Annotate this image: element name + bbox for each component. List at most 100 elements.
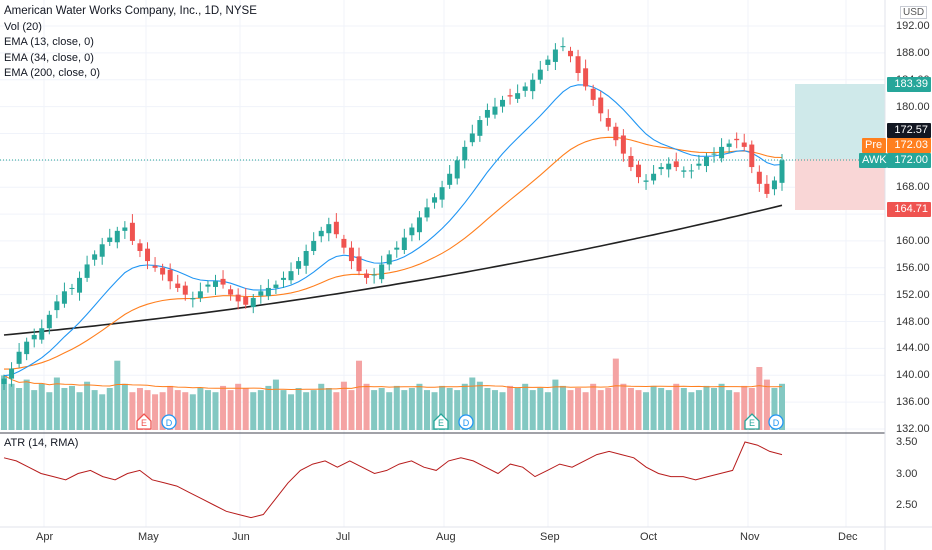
candle [273,284,279,288]
candle [145,248,151,262]
earnings-marker[interactable]: E [433,413,449,430]
currency-label[interactable]: USD [900,6,928,19]
indicator-ema200[interactable]: EMA (200, close, 0) [4,67,100,79]
volume-bar [537,388,544,430]
candle [258,291,264,296]
volume-bar [129,392,136,430]
price-axis-tick: 192.00 [896,20,930,32]
candle [522,86,528,91]
volume-bar [159,392,166,430]
time-axis-label: Aug [436,531,456,543]
candle [673,161,679,168]
volume-bar [91,390,98,430]
volume-bar [741,385,748,430]
candle [394,247,400,250]
dividend-marker[interactable]: D [768,414,784,430]
earnings-marker[interactable]: E [136,413,152,430]
volume-bar [212,392,219,430]
volume-bar [1,375,7,430]
candle [696,163,702,166]
volume-bar [235,383,242,430]
time-axis-label: Sep [540,531,560,543]
volume-bar [227,390,234,430]
candle [356,256,362,272]
volume-bar [748,388,755,430]
ema13-line [3,84,783,377]
atr-indicator-label[interactable]: ATR (14, RMA) [4,437,79,449]
volume-bar [711,388,718,430]
volume-bar [582,392,589,430]
indicator-volume[interactable]: Vol (20) [4,20,42,33]
volume-bar [658,388,665,430]
volume-bar [16,388,23,430]
candle [205,284,211,287]
volume-bar [779,383,785,430]
volume-bar [544,392,551,430]
price-axis-tick: 136.00 [896,396,930,409]
marker-letter: E [749,418,755,428]
marker-letter: D [773,418,780,428]
volume-bar [174,390,181,430]
symbol-title[interactable]: American Water Works Company, Inc., 1D, … [4,5,257,17]
marker-letter: D [166,418,173,428]
volume-bar [423,390,430,430]
volume-bar [356,360,363,430]
volume-bar [454,390,461,430]
price-axis-tick: 156.00 [896,261,930,274]
atr-axis-tick: 2.50 [896,499,918,511]
volume-bar [363,383,370,430]
volume-bar [76,392,83,430]
volume-bar [718,383,725,430]
candle [764,183,770,194]
candle [99,244,105,257]
candle [492,106,498,115]
candle [598,97,604,114]
candle [303,251,309,266]
candle [756,171,762,184]
volume-bar [242,388,249,430]
candle [160,267,166,275]
volume-bar [340,381,347,430]
volume-bar [220,385,227,430]
candle [719,146,725,159]
volume-bar [499,392,506,430]
candle [1,378,7,384]
candle [69,287,75,289]
candle [288,271,294,281]
volume-bar [680,388,687,430]
volume-bar [23,379,30,430]
candle [726,143,732,147]
volume-bar [182,392,189,430]
indicator-ema13[interactable]: EMA (13, close, 0) [4,36,94,48]
volume-bar [605,388,612,430]
volume-bar [204,390,211,430]
volume-bar [378,388,385,430]
candle [77,277,83,293]
candle [568,50,574,57]
candle [651,173,657,181]
candle [197,291,203,299]
time-axis-label: Nov [740,531,760,543]
dividend-marker[interactable]: D [458,414,474,430]
time-axis-label: Jun [232,531,250,543]
volume-bar [484,388,491,430]
candle [9,368,15,379]
candle [152,265,158,268]
price-axis-tick: 132.00 [896,423,930,435]
candle [749,144,755,168]
volume-bar [529,390,536,430]
price-axis-tick: 144.00 [896,342,930,355]
indicator-ema34[interactable]: EMA (34, close, 0) [4,51,94,64]
earnings-marker[interactable]: E [744,413,760,430]
volume-bar [514,388,521,430]
volume-bar [114,360,121,430]
candles [1,37,785,391]
price-axis-tick: 180.00 [896,100,930,113]
dividend-marker[interactable]: D [161,414,177,430]
candle [114,230,120,243]
candle [364,273,370,278]
volume-ma-line [3,374,783,391]
volume-bar [575,388,582,430]
candle [16,351,22,364]
